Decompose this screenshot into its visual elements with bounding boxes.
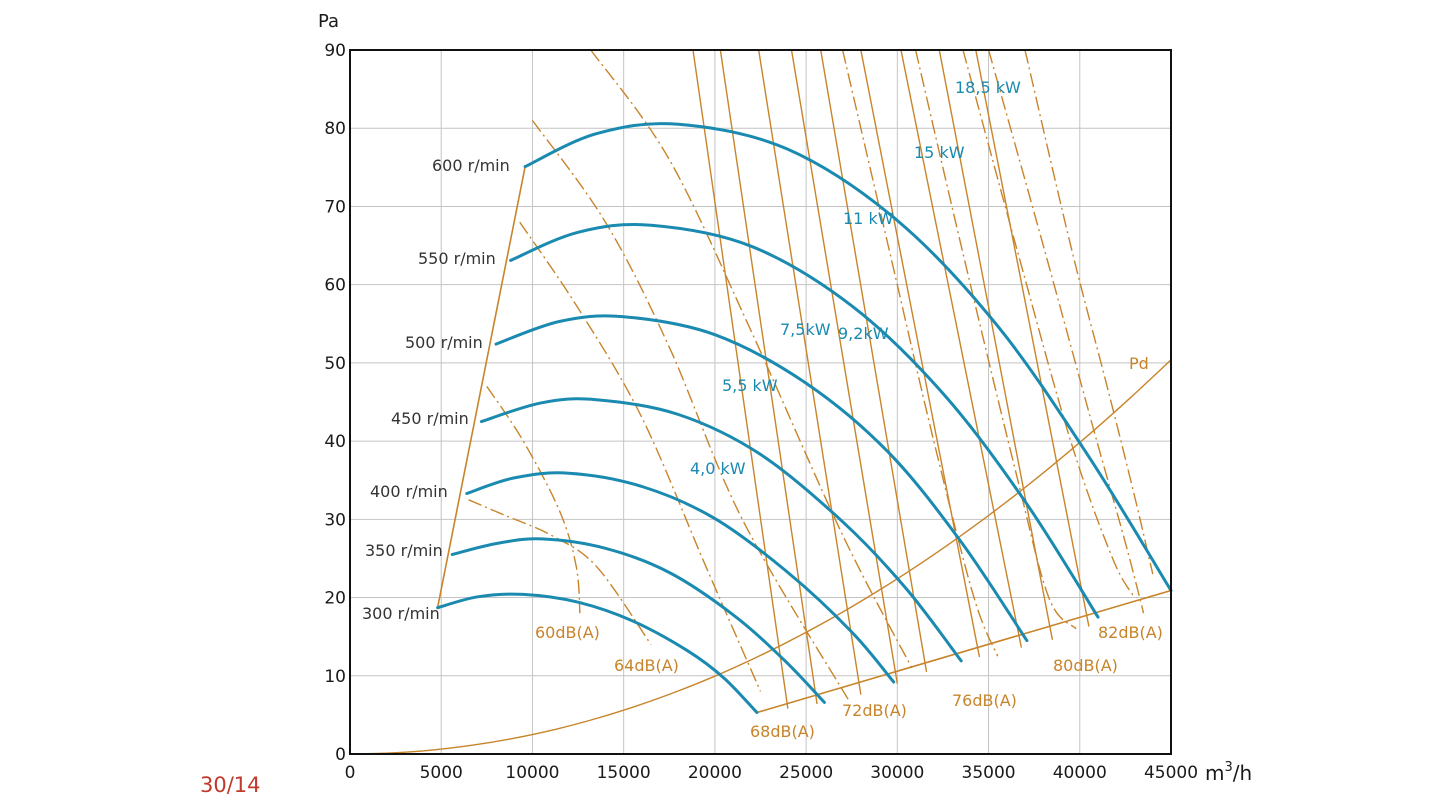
power-label-9-2kw: 9,2kW <box>838 324 889 343</box>
speed-curve-500 <box>494 314 1029 643</box>
noise-curve <box>1024 49 1154 575</box>
power-line <box>938 49 1054 640</box>
noise-curve <box>590 49 913 669</box>
speed-curve-400 <box>465 471 896 684</box>
pd-line-group <box>349 359 1172 755</box>
pd-label: Pd <box>1129 354 1149 373</box>
power-label-7-5kw: 7,5kW <box>780 320 831 339</box>
speed-curve-350 <box>450 537 826 704</box>
noise-label-80db: 80dB(A) <box>1053 656 1118 675</box>
y-tick-label: 30 <box>324 510 346 530</box>
speed-label-350: 350 r/min <box>365 541 443 560</box>
x-tick-label: 20000 <box>688 763 742 783</box>
x-tick-label: 45000 <box>1144 763 1198 783</box>
noise-curve <box>841 49 999 657</box>
y-axis-label: Pa <box>318 11 339 32</box>
y-tick-label: 0 <box>335 745 346 765</box>
x-tick-label: 40000 <box>1053 763 1107 783</box>
speed-label-400: 400 r/min <box>370 482 448 501</box>
y-tick-label: 70 <box>324 197 346 217</box>
power-label-5-5kw: 5,5 kW <box>722 376 778 395</box>
y-tick-label: 40 <box>324 432 346 452</box>
boundary-bottom-line <box>756 589 1172 714</box>
speed-label-300: 300 r/min <box>362 604 440 623</box>
x-tick-label: 25000 <box>779 763 833 783</box>
speed-label-550: 550 r/min <box>418 249 496 268</box>
power-label-15kw: 15 kW <box>914 143 965 162</box>
x-axis-label-base: m <box>1205 761 1224 785</box>
power-line <box>719 49 818 705</box>
speed-curves <box>436 122 1173 714</box>
y-tick-label: 20 <box>324 589 346 609</box>
noise-curve <box>468 499 652 645</box>
axis-ticks: 0 5000 10000 15000 20000 25000 30000 35000 40000… <box>324 41 1198 783</box>
x-tick-label: 0 <box>345 763 356 783</box>
noise-curve <box>914 49 1077 630</box>
x-axis-label-sup: 3 <box>1224 760 1232 775</box>
speed-label-600: 600 r/min <box>432 156 510 175</box>
page-number: 30/14 <box>200 773 261 797</box>
boundary-left-line <box>436 166 526 608</box>
x-tick-label: 5000 <box>420 763 463 783</box>
noise-curve <box>531 119 849 700</box>
speed-curve-450 <box>479 397 963 663</box>
x-tick-label: 10000 <box>505 763 559 783</box>
x-tick-label: 35000 <box>962 763 1016 783</box>
y-tick-label: 10 <box>324 667 346 687</box>
boundary-lines <box>436 166 1172 714</box>
noise-curve <box>519 221 762 692</box>
plot-frame <box>349 49 1172 755</box>
speed-curve-550 <box>509 222 1100 619</box>
power-line <box>790 49 899 684</box>
x-axis-label: m3/h <box>1205 760 1252 785</box>
y-tick-label: 90 <box>324 41 346 61</box>
power-line <box>820 49 928 672</box>
speed-label-500: 500 r/min <box>405 333 483 352</box>
noise-label-60db: 60dB(A) <box>535 623 600 642</box>
noise-lines <box>468 49 1154 700</box>
power-label-18-5kw: 18,5 kW <box>955 78 1021 97</box>
power-line <box>900 49 1023 648</box>
x-axis-label-tail: /h <box>1233 761 1252 785</box>
power-label-4-0kw: 4,0 kW <box>690 459 746 478</box>
power-line <box>757 49 862 695</box>
noise-curve <box>962 49 1136 598</box>
y-tick-label: 50 <box>324 354 346 374</box>
x-tick-label: 30000 <box>870 763 924 783</box>
y-tick-label: 80 <box>324 119 346 139</box>
power-label-11kw: 11 kW <box>843 209 894 228</box>
noise-label-68db: 68dB(A) <box>750 722 815 741</box>
noise-label-64db: 64dB(A) <box>614 656 679 675</box>
noise-label-76db: 76dB(A) <box>952 691 1017 710</box>
pd-curve <box>349 359 1172 755</box>
power-line <box>692 49 789 709</box>
speed-curve-300 <box>436 592 759 714</box>
noise-label-72db: 72dB(A) <box>842 701 907 720</box>
speed-curve-600 <box>523 122 1173 592</box>
power-line <box>975 49 1090 627</box>
y-tick-label: 60 <box>324 276 346 296</box>
x-tick-label: 15000 <box>597 763 651 783</box>
noise-curve <box>987 49 1145 614</box>
noise-label-82db: 82dB(A) <box>1098 623 1163 642</box>
power-lines <box>692 49 1090 709</box>
speed-label-450: 450 r/min <box>391 409 469 428</box>
noise-curve <box>486 386 581 614</box>
power-line <box>860 49 981 658</box>
